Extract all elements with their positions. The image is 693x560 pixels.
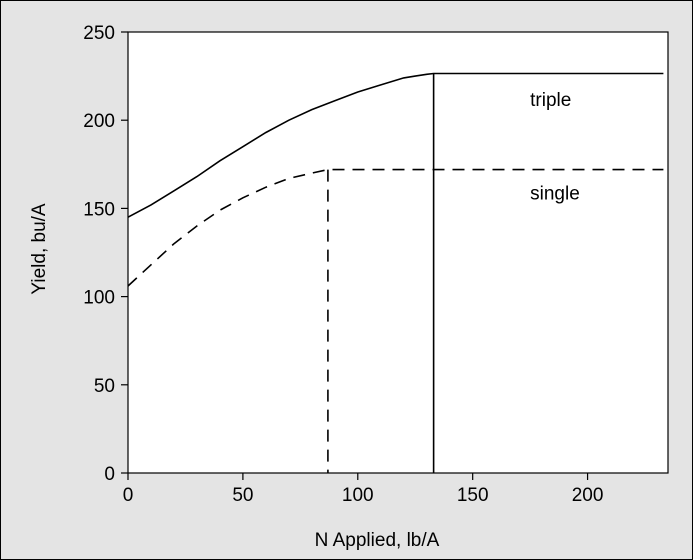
- x-tick-label: 200: [572, 485, 604, 506]
- series-line-triple: [127, 72, 664, 218]
- x-tick-label: 0: [123, 485, 134, 506]
- y-tick-label: 50: [94, 376, 115, 397]
- y-tick-label: 200: [83, 111, 115, 132]
- y-tick-label: 150: [83, 199, 115, 220]
- series-layer: [127, 72, 664, 473]
- plot-background: [127, 31, 669, 474]
- x-tick-label: 50: [232, 485, 253, 506]
- y-tick-label: 0: [104, 464, 115, 485]
- y-tick-label: 250: [83, 23, 115, 44]
- series-line-single: [127, 168, 664, 287]
- y-axis-title: Yield, bu/A: [29, 203, 50, 295]
- series-label-single: single: [530, 184, 580, 205]
- y-axis-ticks: 0 50 100 150 200 250: [83, 23, 128, 485]
- x-tick-label: 150: [457, 485, 489, 506]
- x-axis-ticks: 0 50 100 150 200: [123, 473, 604, 506]
- annotation-layer: triple single: [530, 90, 580, 204]
- x-tick-label: 100: [342, 485, 374, 506]
- series-label-triple: triple: [530, 90, 571, 111]
- plot-area: [127, 31, 669, 474]
- x-axis-title: N Applied, lb/A: [315, 530, 440, 551]
- y-tick-label: 100: [83, 288, 115, 309]
